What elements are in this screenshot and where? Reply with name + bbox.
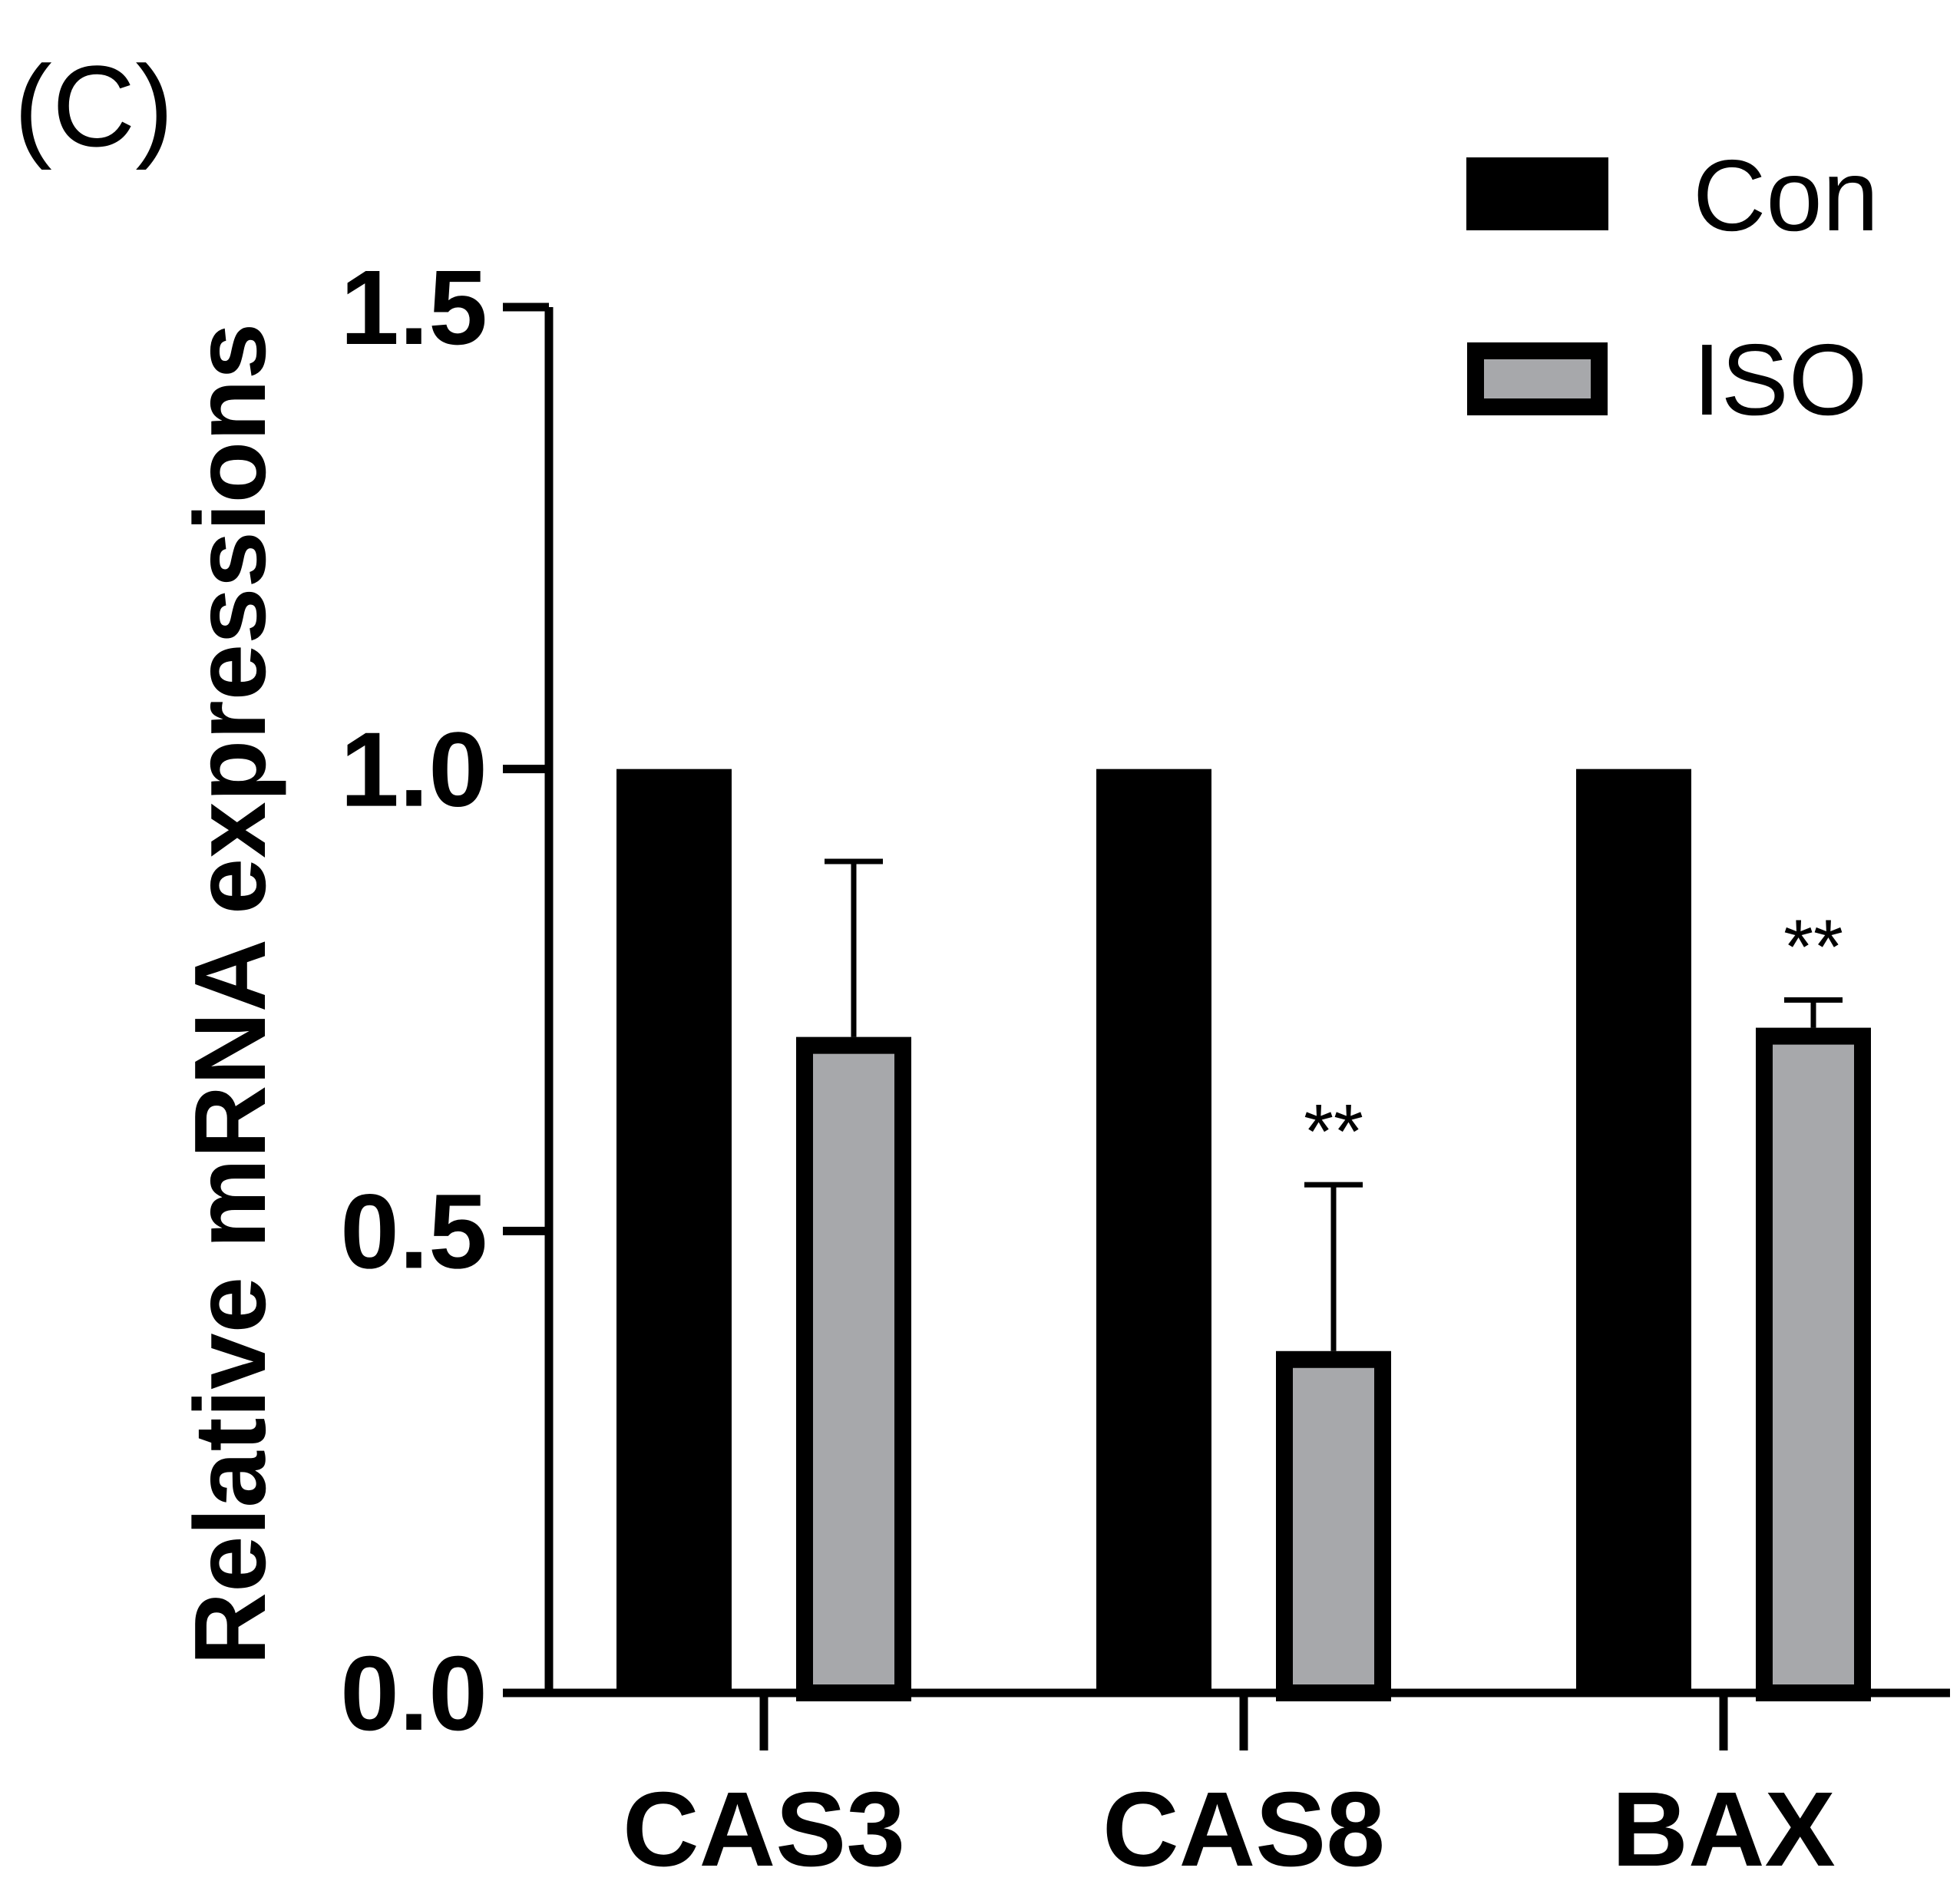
bar-iso-cas3 xyxy=(796,1036,911,1701)
legend: Con ISO xyxy=(1466,139,1879,436)
y-axis-title: Relative mRNA expressions xyxy=(174,323,286,1665)
significance-cas8: ** xyxy=(1304,1089,1363,1175)
bar-iso-bax xyxy=(1756,1027,1871,1701)
y-tick-label-0.0: 0.0 xyxy=(340,1635,488,1753)
bar-iso-cas8 xyxy=(1276,1350,1391,1702)
legend-label-con: Con xyxy=(1693,139,1879,252)
y-tick-label-0.5: 0.5 xyxy=(340,1172,488,1291)
bar-con-cas8 xyxy=(1096,769,1211,1693)
y-tick-label-1.5: 1.5 xyxy=(340,249,488,367)
legend-swatch-con xyxy=(1466,157,1608,230)
x-tick-label-bax: BAX xyxy=(1611,1770,1835,1881)
legend-swatch-iso xyxy=(1467,342,1608,415)
y-tick-label-1.0: 1.0 xyxy=(340,711,488,829)
legend-label-iso: ISO xyxy=(1693,323,1867,436)
plot-area: 0.0 0.5 1.0 1.5 CAS3 CAS8 BAX ** ** xyxy=(340,249,1950,1881)
panel-label: (C) xyxy=(14,41,174,170)
bar-con-bax xyxy=(1576,769,1691,1693)
significance-bax: ** xyxy=(1783,904,1843,990)
x-tick-label-cas3: CAS3 xyxy=(623,1770,905,1881)
bar-con-cas3 xyxy=(616,769,732,1693)
x-tick-label-cas8: CAS8 xyxy=(1102,1770,1385,1881)
